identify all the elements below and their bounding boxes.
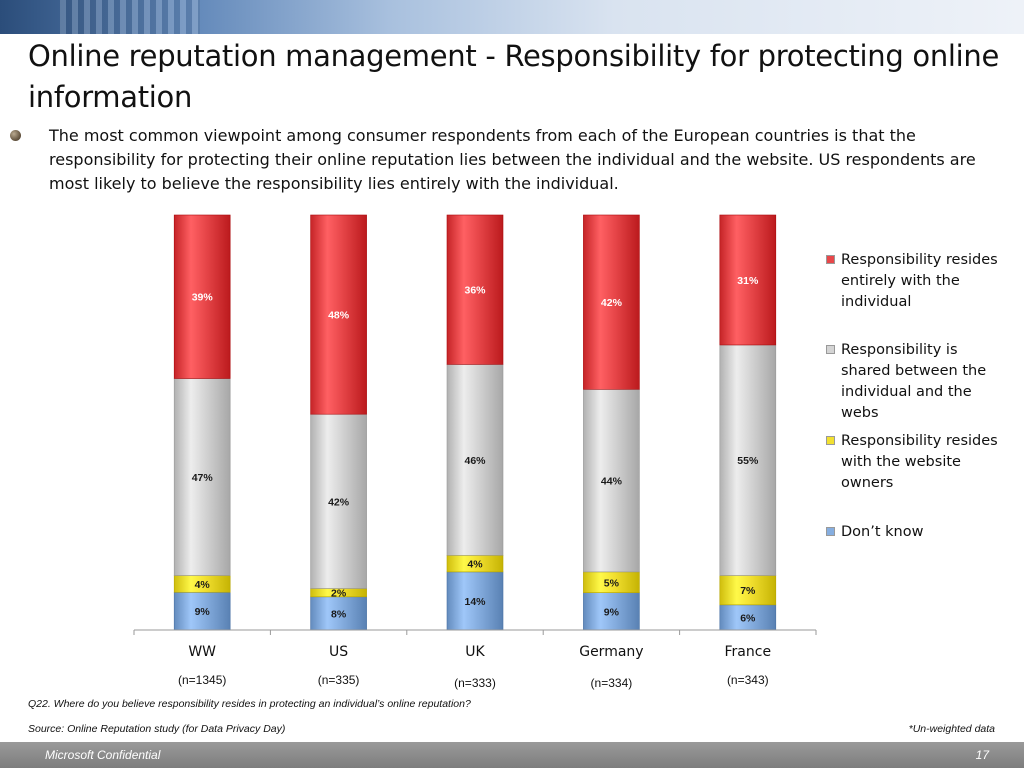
x-tick-label-uk: UK bbox=[465, 644, 485, 660]
top-banner bbox=[0, 0, 1024, 34]
bar-segment-germany-individual bbox=[583, 214, 640, 390]
sample-size-label-germany: (n=334) bbox=[591, 676, 633, 690]
data-label-germany-individual: 42% bbox=[601, 297, 623, 309]
data-label-france-dont_know: 6% bbox=[740, 612, 756, 624]
footer-confidential: Microsoft Confidential bbox=[45, 748, 161, 762]
bar-segment-us-individual bbox=[310, 214, 367, 415]
data-label-ww-website: 4% bbox=[195, 579, 211, 591]
data-label-germany-dont_know: 9% bbox=[604, 606, 620, 618]
legend-swatch-dont-know bbox=[826, 527, 835, 536]
bar-segment-uk-shared bbox=[446, 364, 504, 556]
x-tick-label-france: France bbox=[725, 644, 772, 660]
sample-size-label-us: (n=335) bbox=[318, 673, 360, 687]
x-tick-label-ww: WW bbox=[188, 644, 216, 660]
legend-label-individual: Responsibility resides entirely with the… bbox=[841, 252, 998, 310]
unweighted-note: *Un-weighted data bbox=[908, 723, 995, 735]
sample-size-label-uk: (n=333) bbox=[454, 676, 496, 690]
bar-segment-us-shared bbox=[310, 413, 367, 589]
data-label-germany-shared: 44% bbox=[601, 476, 623, 488]
data-label-us-dont_know: 8% bbox=[331, 608, 347, 620]
data-label-germany-website: 5% bbox=[604, 577, 620, 589]
data-label-uk-shared: 46% bbox=[464, 455, 486, 467]
data-label-ww-individual: 39% bbox=[192, 292, 214, 304]
data-label-uk-website: 4% bbox=[467, 559, 483, 571]
bar-segment-france-dont_know bbox=[719, 604, 777, 631]
legend-label-website: Responsibility resides with the website … bbox=[841, 433, 998, 491]
bullet-icon bbox=[10, 130, 21, 141]
bar-segment-ww-dont_know bbox=[173, 591, 231, 631]
bar-segment-ww-individual bbox=[173, 214, 231, 379]
bar-segment-france-shared bbox=[719, 344, 777, 576]
data-label-uk-individual: 36% bbox=[464, 285, 486, 297]
data-label-france-website: 7% bbox=[740, 585, 756, 597]
bar-segment-france-website bbox=[719, 575, 777, 606]
page-number: 17 bbox=[975, 748, 989, 762]
bar-segment-uk-individual bbox=[446, 214, 504, 365]
legend-swatch-shared bbox=[826, 345, 835, 354]
data-label-ww-dont_know: 9% bbox=[195, 606, 211, 618]
stacked-bar-chart: 9% 4% 47% 39% WW (n=1345) 8% 2% 42% 48% US (n=335) 1… bbox=[133, 214, 817, 690]
survey-question: Q22. Where do you believe responsibility… bbox=[28, 698, 471, 710]
sample-size-label-ww: (n=1345) bbox=[178, 673, 226, 687]
bullet-text: The most common viewpoint among consumer… bbox=[49, 126, 976, 193]
data-label-us-individual: 48% bbox=[328, 310, 350, 322]
x-tick-label-germany: Germany bbox=[579, 644, 643, 660]
footer-bar: Microsoft Confidential 17 bbox=[0, 742, 1024, 768]
data-label-france-shared: 55% bbox=[737, 455, 759, 467]
slide-title: Online reputation management - Responsib… bbox=[28, 39, 1000, 114]
data-label-us-shared: 42% bbox=[328, 496, 350, 508]
data-label-france-individual: 31% bbox=[737, 275, 759, 287]
bar-segment-france-individual bbox=[719, 214, 777, 346]
legend-label-dont-know: Don’t know bbox=[841, 524, 924, 540]
bar-segment-uk-dont_know bbox=[446, 571, 504, 631]
legend-swatch-website bbox=[826, 436, 835, 445]
data-label-us-website: 2% bbox=[331, 588, 347, 600]
legend-label-shared: Responsibility is shared between the ind… bbox=[841, 342, 987, 421]
sample-size-label-france: (n=343) bbox=[727, 673, 769, 687]
source-note: Source: Online Reputation study (for Dat… bbox=[28, 723, 286, 735]
legend-swatch-individual bbox=[826, 255, 835, 264]
x-tick-label-us: US bbox=[329, 644, 348, 660]
bar-segment-germany-shared bbox=[583, 389, 640, 573]
data-label-ww-shared: 47% bbox=[192, 472, 214, 484]
data-label-uk-dont_know: 14% bbox=[464, 596, 486, 608]
